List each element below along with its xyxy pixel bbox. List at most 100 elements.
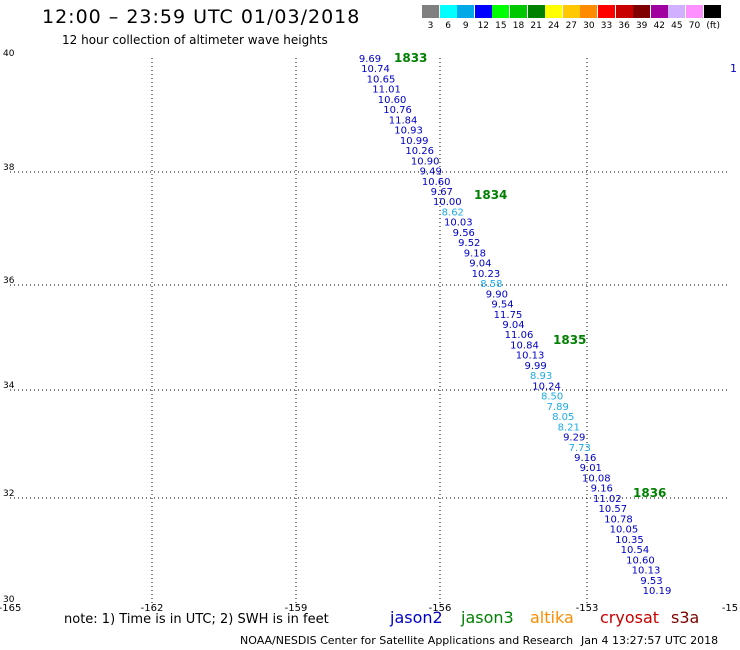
wave-height-value: 9.29 [563,433,585,444]
y-tick-label: 30 [3,595,15,605]
map-subtitle: 12 hour collection of altimeter wave hei… [62,33,328,47]
satellite-jason3: jason3 [461,608,514,627]
scale-swatch [527,5,545,18]
wave-height-value: 10.57 [598,504,627,515]
wave-height-value: 10.00 [433,197,462,208]
wave-height-value: 10.65 [367,75,396,86]
wave-height-value: 9.99 [524,361,546,372]
wave-height-value: 9.49 [420,167,442,178]
scale-label: 42 [653,21,666,31]
wave-height-value: 10.54 [621,545,650,556]
wave-height-value: 11.06 [505,330,534,341]
time-label: 1835 [553,333,586,347]
wave-height-value: 8.93 [530,371,552,382]
scale-swatch [703,5,721,18]
scale-swatch [668,5,686,18]
satellite-s3a: s3a [671,608,700,627]
scale-swatch [562,5,580,18]
scale-label: 3 [427,21,434,31]
wave-height-value: 10.60 [378,95,407,106]
satellite-jason2: jason2 [390,608,443,627]
wave-height-value: 7.73 [569,443,591,454]
scale-swatch [615,5,633,18]
wave-height-value: 10.93 [394,126,423,137]
x-tick-label: -162 [141,603,164,614]
scale-swatch [633,5,651,18]
scale-swatch [510,5,527,18]
scale-swatch [580,5,598,18]
scale-swatch [457,5,475,18]
scale-label: 24 [547,21,560,31]
wave-height-value: 8.21 [558,422,580,433]
wave-height-value: 10.23 [472,269,501,280]
scale-label: 9 [462,21,469,31]
time-label: 1836 [633,486,666,500]
y-tick-label: 32 [3,489,14,499]
x-tick-label: -153 [576,603,599,614]
wave-height-value: 10.78 [604,514,633,525]
scale-label: 70 [688,21,701,31]
wave-height-value: 9.01 [580,463,602,474]
x-tick-label: -15 [722,603,738,614]
wave-height-value: 10.13 [632,566,661,577]
scale-swatch [686,5,703,18]
wave-height-value: 10.35 [615,535,644,546]
scale-label: 12 [477,21,490,31]
wave-height-value: 9.67 [431,187,453,198]
wave-height-value: 8.50 [541,392,563,403]
wave-height-value: 10.99 [400,136,429,147]
wave-height-value: 9.16 [591,484,613,495]
wave-height-value: 10.90 [411,156,440,167]
generated-timestamp: Jan 4 13:27:57 UTC 2018 [581,634,719,647]
wave-height-value: 10.60 [626,555,655,566]
wave-height-value: 10.13 [516,351,545,362]
wave-height-value: 10.19 [643,586,672,597]
track-time-labels: 1833 1834 1835 1836 [394,51,666,500]
y-tick-label: 38 [3,163,15,173]
wave-height-value: 10.74 [361,64,390,75]
wave-height-value: 9.56 [453,228,475,239]
scale-swatch [422,5,439,18]
wave-height-value: 8.62 [442,208,464,219]
scale-label: 36 [618,21,630,31]
credit-line: NOAA/NESDIS Center for Satellite Applica… [240,634,574,647]
wave-height-value: 10.08 [582,474,611,485]
scale-swatch [545,5,563,18]
satellite-altika: altika [530,608,574,627]
wave-height-value: 10.24 [532,381,561,392]
scale-label: 21 [530,21,542,31]
axis-tick-labels: -165 -162 -159 -156 -153 -15 40 38 36 34 32 30 [0,49,738,614]
wave-height-value: 9.16 [574,453,596,464]
x-tick-label: -159 [285,603,308,614]
scale-label: 6 [445,21,451,31]
scale-swatch [474,5,492,18]
wave-height-value: 10.03 [444,218,473,229]
time-label: 1834 [474,188,507,202]
map-grid [10,58,730,604]
edge-mark-label: 1 [730,62,737,75]
y-tick-label: 36 [3,276,15,286]
wave-height-value: 9.04 [469,259,491,270]
wave-height-value: 9.90 [486,289,508,300]
wave-height-value: 9.18 [464,248,486,259]
wave-height-value: 9.53 [640,576,662,587]
wave-height-value: 11.84 [389,115,418,126]
wave-height-value: 8.05 [552,412,574,423]
wave-height-value: 9.54 [491,300,513,311]
x-tick-label: -156 [429,603,452,614]
scale-swatch [650,5,668,18]
satellite-cryosat: cryosat [600,608,660,627]
scale-swatch [439,5,457,18]
wave-height-value: 8.58 [480,279,502,290]
footnote: note: 1) Time is in UTC; 2) SWH is in fe… [64,612,329,627]
wave-height-value: 11.75 [494,310,523,321]
scale-label: 33 [600,21,613,31]
scale-swatch [492,5,510,18]
wave-height-value: 10.26 [405,146,434,157]
wave-height-value: 10.76 [383,105,412,116]
x-tick-label: -165 [0,603,21,614]
wave-height-value: 10.60 [422,177,451,188]
scale-label: 27 [565,21,578,31]
wave-height-value: 10.05 [610,525,639,536]
